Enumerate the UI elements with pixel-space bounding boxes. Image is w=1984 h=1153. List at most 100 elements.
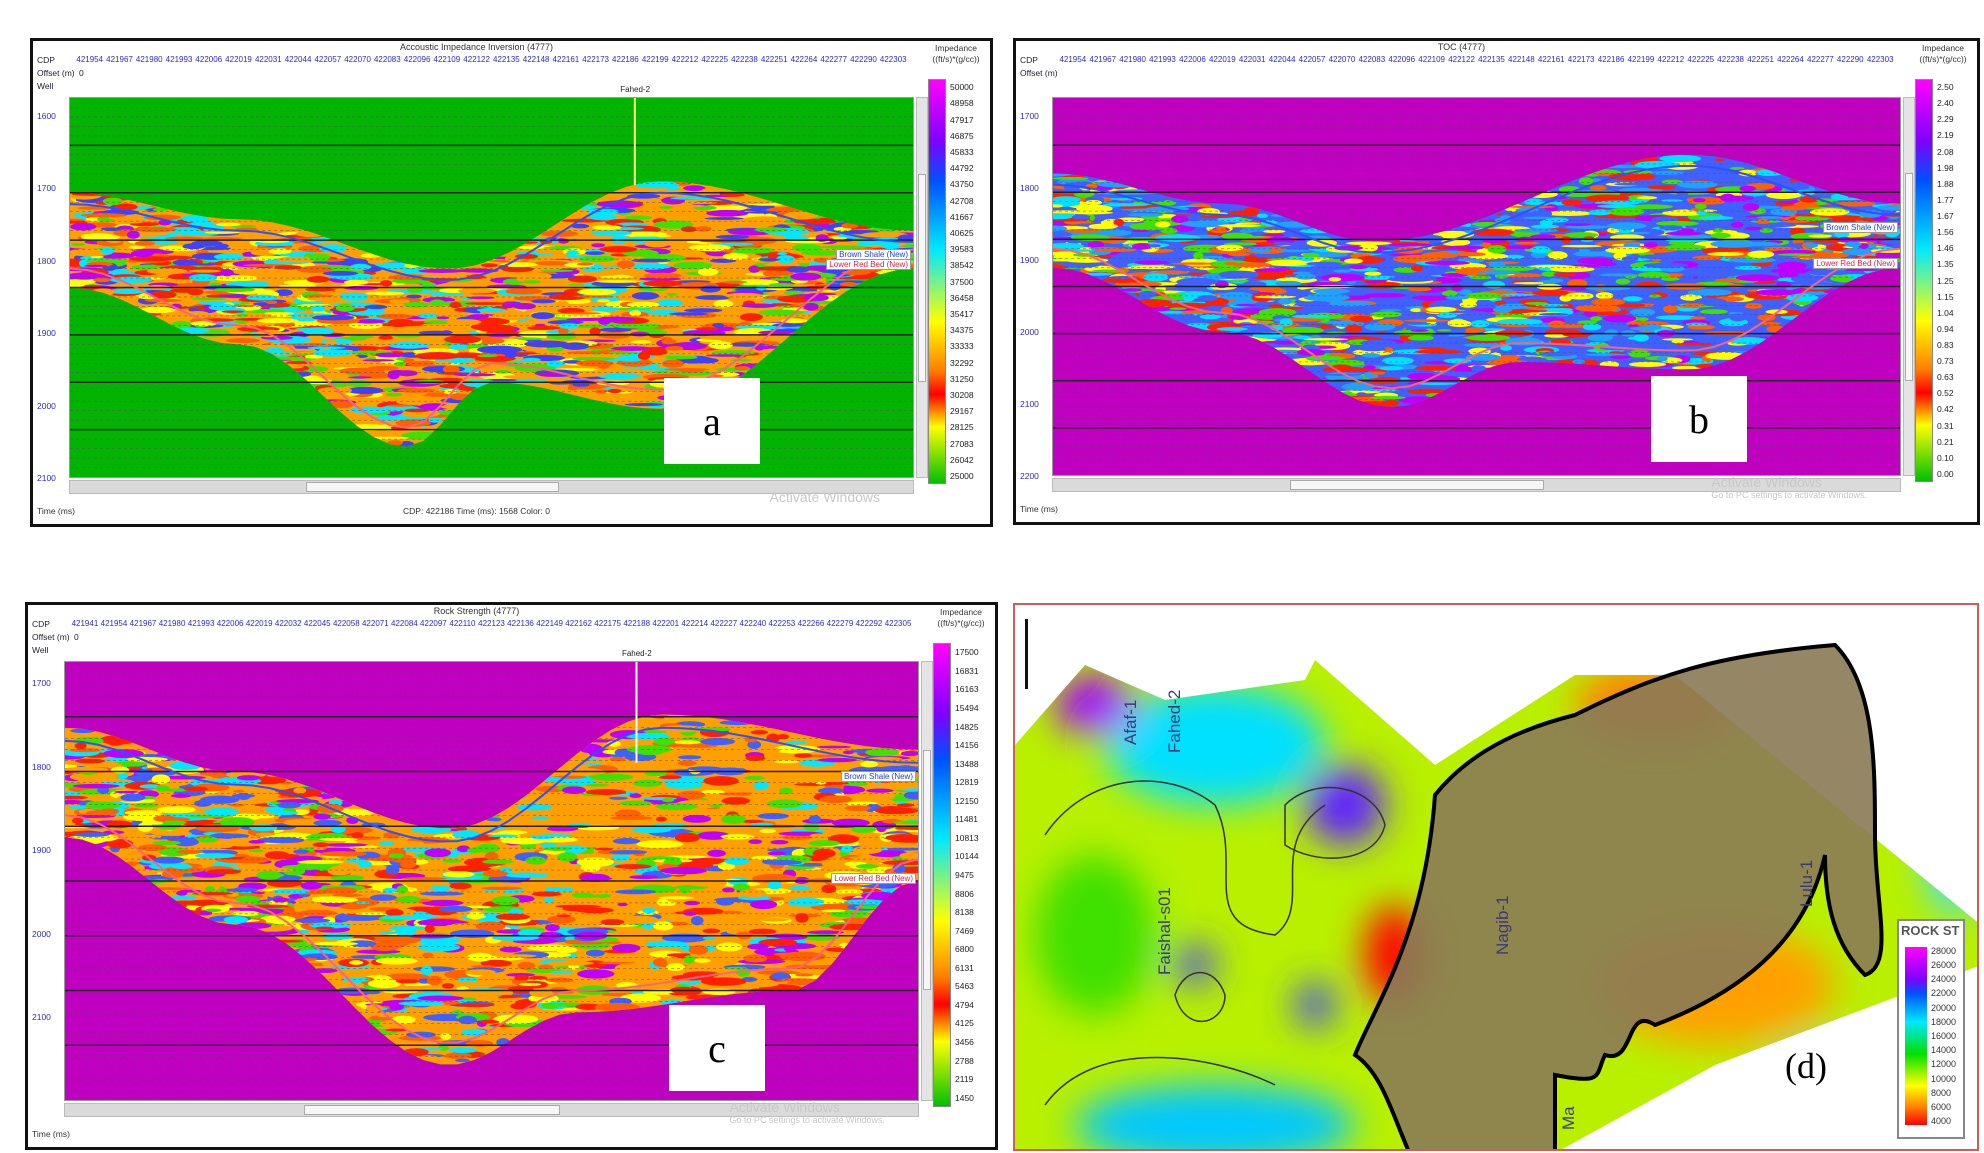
panel-title: Rock Strength (4777) [433,606,520,616]
cdp-tick: 422122 [1448,55,1475,64]
colorbar-value: 2119 [955,1074,974,1085]
colorbar-value: 8138 [955,907,974,918]
horizontal-scrollbar[interactable] [64,1103,919,1117]
cdp-label: CDP [32,619,50,629]
colorbar-value: 9475 [955,870,974,880]
time-tick: 1900 [37,328,56,339]
cdp-tick: 422290 [850,55,877,64]
horizon-label: Lower Red Bed (New) [826,258,911,270]
colorbar-value: 36458 [950,292,974,303]
well-name: Fahed-2 [621,649,652,658]
map-scale-bar [1025,619,1028,689]
watermark-subtext: Go to PC settings to activate Windows. [1711,490,1867,500]
colorbar-value: 1450 [955,1092,974,1103]
horizontal-scrollbar[interactable] [69,480,914,494]
colorbar-value: 29167 [950,406,974,417]
cdp-tick: 422290 [1836,55,1864,64]
legend-value: 14000 [1931,1045,1957,1056]
cdp-tick: 422044 [1268,55,1296,64]
colorbar-title: Impedance [939,607,983,617]
colorbar-header: Impedance ((ft/s)*(g/cc)) [1911,43,1975,65]
cdp-axis: 421941 421954 421967 421980 421993 422006 4220… [68,619,915,631]
seismic-section: Brown Shale (New) Lower Red Bed (New) [69,97,914,478]
colorbar-unit: ((ft/s)*(g/cc)) [1919,54,1967,64]
legend-title: ROCK ST [1901,923,1960,938]
cdp-tick: 422225 [701,55,729,64]
colorbar-value: 43750 [950,179,974,190]
cdp-tick: 422238 [1717,55,1745,64]
scroll-thumb[interactable] [303,1105,560,1115]
colorbar-value: 1.67 [1937,211,1954,222]
vertical-scrollbar[interactable] [921,661,933,1101]
colorbar-value: 25000 [950,470,974,481]
cdp-tick: 422266 [797,619,825,628]
colorbar-value: 1.04 [1937,307,1954,318]
colorbar-value: 7469 [955,925,974,936]
panel-label-c: c [669,1005,765,1091]
colorbar-value: 32292 [950,357,974,368]
colorbar-value: 2788 [955,1055,974,1066]
cdp-tick: 422303 [879,55,907,64]
cdp-tick: 422097 [420,619,447,628]
legend-value: 6000 [1931,1102,1952,1113]
cdp-tick: 422006 [216,619,244,628]
colorbar-value: 10813 [955,832,979,843]
colorbar-value: 1.56 [1937,227,1954,238]
colorbar-value: 27083 [950,438,974,449]
scroll-thumb[interactable] [1905,173,1913,381]
colorbar-labels: 2.50 2.40 2.29 2.19 2.08 1.98 1.88 1.77 1.67 1.56… [1935,79,1973,482]
colorbar-value: 2.08 [1937,146,1954,157]
colorbar-value: 6131 [955,962,974,973]
cdp-axis: 421954 421967 421980 421993 422006 422019 4220… [73,55,910,67]
horizon-line [1053,166,1900,253]
cdp-label: CDP [1020,55,1038,65]
well-label: Well [37,81,54,91]
cdp-tick: 422175 [594,619,622,628]
colorbar-labels: 17500 16831 16163 15494 14825 14156 13488 12819… [953,643,991,1107]
cdp-tick: 422161 [1537,55,1565,64]
colorbar [1915,79,1933,482]
colorbar-value: 34375 [950,325,974,336]
cdp-tick: 422135 [1478,55,1505,64]
scroll-thumb[interactable] [923,749,931,991]
colorbar-value: 45833 [950,146,974,157]
time-tick: 2100 [1020,398,1039,409]
legend-value: 18000 [1931,1016,1957,1027]
seismic-section: Brown Shale (New) Lower Red Bed (New) [64,661,919,1101]
colorbar-title: Impedance [1921,43,1965,53]
cdp-tick: 422303 [1866,55,1894,64]
colorbar-value: 33333 [950,341,974,352]
time-tick: 1700 [1020,110,1039,121]
cdp-tick: 422096 [1388,55,1416,64]
colorbar-value: 0.10 [1937,452,1954,463]
vertical-scrollbar[interactable] [916,97,928,478]
horizon-label: Lower Red Bed (New) [1813,257,1898,269]
well-label-afaf-1: Afaf-1 [1121,699,1140,745]
cdp-tick: 422084 [391,619,418,628]
cdp-tick: 422123 [478,619,505,628]
map-legend: ROCK ST 28000 26000 24000 22000 20000 18000 16… [1897,919,1965,1139]
scroll-thumb[interactable] [1290,480,1545,490]
vertical-scrollbar[interactable] [1903,97,1915,476]
offset-label: Offset (m) [32,632,70,642]
legend-value: 16000 [1931,1031,1957,1041]
inversion-band [1053,154,1900,408]
colorbar-value: 1.98 [1937,162,1954,173]
horizontal-scrollbar[interactable] [1052,478,1901,492]
cdp-tick: 422083 [373,55,401,64]
well-label-lulu-1: Lulu-1 [1797,859,1816,907]
well-label-ma: Ma [1559,1106,1578,1130]
colorbar-value: 2.50 [1937,82,1954,93]
colorbar-value: 1.25 [1937,275,1954,286]
colorbar-value: 47917 [950,114,974,125]
colorbar-value: 1.35 [1937,259,1954,270]
scroll-thumb[interactable] [918,173,926,383]
activate-windows-watermark: Activate Windows Go to PC settings to act… [1711,475,1867,502]
panel-b-toc: TOC (4777) CDP Offset (m) 421954 421967 42198… [1013,38,1980,525]
horizon-label: Brown Shale (New) [1823,221,1898,233]
colorbar-value: 16831 [955,665,979,676]
colorbar-value: 30208 [950,389,974,400]
watermark-subtext: Go to PC settings to activate Windows. [729,1115,885,1125]
scroll-thumb[interactable] [306,482,559,492]
panel-title: Accoustic Impedance Inversion (4777) [399,42,554,52]
